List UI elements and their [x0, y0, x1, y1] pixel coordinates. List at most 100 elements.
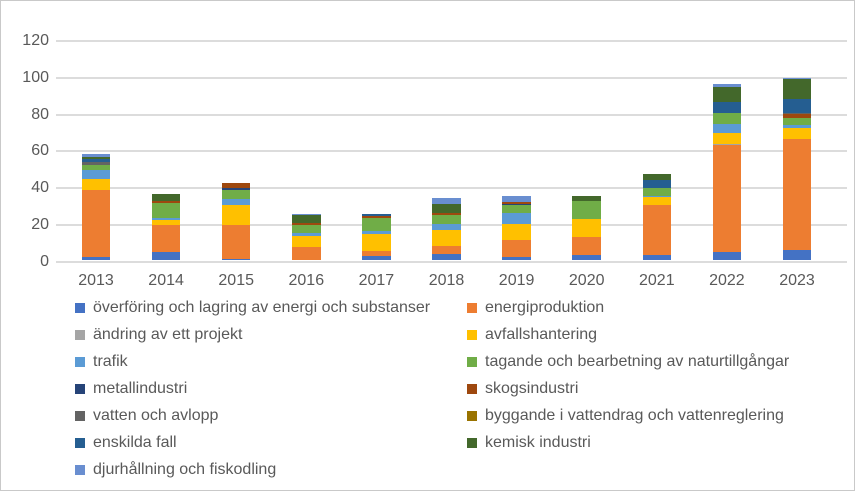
legend-swatch-icon [75, 383, 85, 394]
legend-label: enskilda fall [93, 433, 177, 451]
legend-swatch-icon [75, 410, 85, 421]
bar-segment [432, 198, 461, 204]
bar-segment [432, 214, 461, 224]
bar-2022 [712, 84, 742, 260]
bar-segment [502, 256, 531, 260]
x-axis-tick-label: 2015 [218, 272, 254, 289]
gridline-0 [56, 260, 847, 263]
legend-label: vatten och avlopp [93, 406, 219, 424]
bar-segment [362, 233, 391, 252]
x-axis-tick-label: 2013 [78, 272, 114, 289]
bar-segment [502, 196, 531, 202]
x-axis-tick-label: 2019 [498, 272, 535, 289]
bar-segment [782, 114, 812, 119]
y-axis-tick-label: 40 [31, 179, 49, 196]
bar-segment [712, 132, 742, 144]
legend-label: djurhållning och fiskodling [93, 460, 277, 478]
bar-segment [572, 196, 601, 201]
bar-segment [81, 256, 111, 260]
bar-segment [502, 205, 531, 213]
bar-segment [782, 112, 812, 115]
bar-segment [151, 218, 181, 220]
bar-segment [221, 187, 251, 190]
legend-label: trafik [93, 352, 128, 370]
legend-item: energiproduktion [467, 294, 815, 321]
x-axis-tick-label: 2020 [568, 272, 605, 289]
bar-segment [712, 143, 742, 145]
bar-segment [362, 218, 391, 232]
legend-label: avfallshantering [485, 325, 598, 343]
legend-item: vatten och avlopp [75, 402, 467, 429]
legend-swatch-icon [467, 329, 477, 340]
bar-2019 [502, 196, 531, 260]
gridline-100 [56, 76, 847, 79]
legend-label: överföring och lagring av energi och sub… [93, 298, 431, 316]
bar-segment [292, 222, 321, 225]
x-axis-tick-label: 2018 [428, 272, 465, 289]
bar-segment [151, 252, 181, 260]
x-axis-tick-label: 2023 [779, 272, 815, 289]
bar-segment [712, 124, 742, 133]
gridline-120 [56, 40, 847, 42]
legend-swatch-icon [467, 356, 477, 367]
bar-segment [572, 236, 601, 255]
legend-label: metallindustri [93, 379, 188, 397]
y-axis-tick-label: 0 [40, 252, 49, 270]
bar-segment [221, 205, 251, 225]
bar-segment [81, 164, 111, 171]
legend-item: ändring av ett projekt [75, 321, 467, 348]
x-axis-tick-label: 2021 [639, 272, 675, 289]
bar-segment [642, 205, 672, 255]
bar-segment [221, 258, 251, 260]
bar-segment [151, 203, 181, 219]
bar-segment [292, 213, 321, 216]
bar-segment [362, 251, 391, 256]
legend-label: energiproduktion [485, 298, 605, 316]
legend-item: byggande i vattendrag och vattenreglerin… [467, 402, 815, 429]
legend-label: ändring av ett projekt [93, 325, 243, 343]
bar-segment [642, 187, 672, 197]
bar-segment [81, 162, 111, 165]
bar-segment [782, 77, 812, 80]
x-axis-tick-label: 2022 [709, 272, 745, 289]
bar-segment [642, 174, 672, 180]
bar-segment [782, 98, 812, 113]
bar-segment [151, 220, 181, 225]
bar-segment [502, 201, 531, 204]
x-axis-tick-label: 2014 [148, 272, 184, 289]
bar-segment [432, 223, 461, 231]
bar-segment [432, 212, 461, 215]
bar-segment [221, 224, 251, 259]
legend-swatch-icon [467, 437, 477, 448]
legend-item: trafik [75, 348, 467, 375]
legend-label: byggande i vattendrag och vattenreglerin… [485, 406, 784, 424]
legend-label: skogsindustri [485, 379, 579, 397]
legend-item: metallindustri [75, 375, 467, 402]
legend-swatch-icon [75, 437, 85, 448]
bar-segment [81, 156, 111, 160]
bar-segment [362, 231, 391, 234]
legend-label: kemisk industri [485, 433, 591, 451]
bar-segment [572, 219, 601, 237]
bar-2016 [292, 213, 321, 260]
bar-segment [292, 235, 321, 247]
bar-segment [712, 101, 742, 114]
bar-segment [432, 254, 461, 260]
chart-legend: överföring och lagring av energi och sub… [75, 294, 815, 483]
bar-segment [782, 250, 812, 260]
bar-segment [292, 246, 321, 260]
y-axis-tick-label: 60 [31, 142, 49, 160]
bar-segment [151, 224, 181, 253]
bar-segment [81, 159, 111, 163]
bar-segment [572, 200, 601, 220]
y-axis-tick-label: 100 [22, 68, 49, 86]
bar-segment [782, 139, 812, 251]
y-axis-tick-label: 20 [31, 215, 49, 233]
bar-segment [362, 216, 391, 219]
bar-segment [432, 230, 461, 246]
gridline-60 [56, 150, 847, 153]
legend-swatch-icon [467, 410, 477, 421]
bar-segment [292, 232, 321, 236]
bar-2021 [642, 174, 672, 260]
